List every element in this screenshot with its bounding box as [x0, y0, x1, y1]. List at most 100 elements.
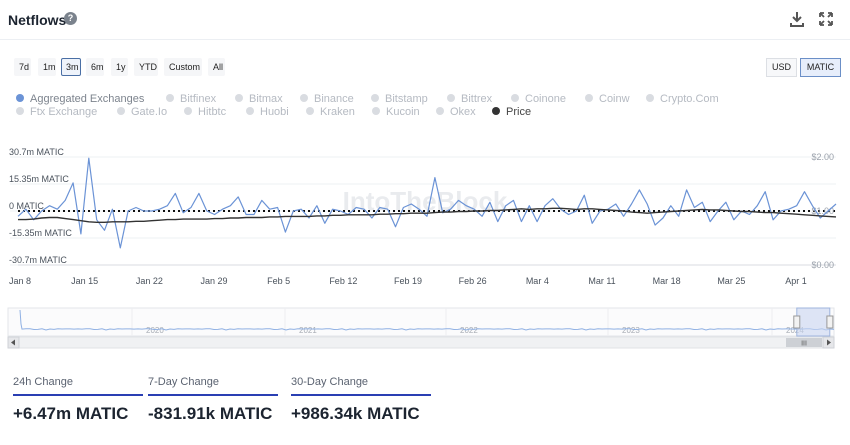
y-tick-left: 30.7m MATIC [9, 147, 64, 157]
legend-label: Bitstamp [385, 93, 428, 105]
range-navigator[interactable]: 2020 2021 2022 2023 2024 III [0, 300, 850, 350]
legend-label: Coinone [525, 93, 566, 105]
stat-24h-label: 24h Change [13, 376, 143, 396]
y-tick-right: $0.00 [811, 260, 834, 270]
y-tick-left: -15.35m MATIC [9, 228, 72, 238]
legend-dot-icon [585, 94, 593, 102]
legend-item-bitstamp[interactable]: Bitstamp [371, 93, 428, 105]
x-tick: Jan 8 [9, 276, 31, 286]
legend-label: Bitfinex [180, 93, 217, 105]
navigator-year-label: 2024 [786, 326, 804, 335]
legend-dot-icon [246, 107, 254, 115]
legend-label: Kraken [320, 106, 355, 118]
legend-item-coinw[interactable]: Coinw [585, 93, 630, 105]
legend-item-bitfinex[interactable]: Bitfinex [166, 93, 216, 105]
legend-item-gate-io[interactable]: Gate.Io [117, 106, 167, 118]
x-axis: Jan 8 Jan 15 Jan 22 Jan 29 Feb 5 Feb 12 Feb 19… [9, 276, 807, 286]
range-button-ytd[interactable]: YTD [134, 58, 158, 76]
range-button-6m[interactable]: 6m [86, 58, 104, 76]
legend-dot-icon [447, 94, 455, 102]
navigator-year-label: 2022 [460, 326, 478, 335]
stat-7d-label: 7-Day Change [148, 376, 278, 396]
legend-item-okex[interactable]: Okex [436, 106, 476, 118]
stat-24h: 24h Change +6.47m MATIC [13, 376, 143, 424]
y-tick-left: -30.7m MATIC [9, 255, 67, 265]
series-line-aggregated-exchanges[interactable] [17, 157, 837, 249]
navigator-year-label: 2023 [622, 326, 640, 335]
legend-item-ftx-exchange[interactable]: Ftx Exchange [16, 106, 97, 118]
legend-item-coinone[interactable]: Coinone [511, 93, 566, 105]
x-tick: Feb 5 [267, 276, 290, 286]
navigator-selection[interactable] [796, 307, 831, 337]
navigator-handle-left[interactable] [793, 315, 801, 329]
legend-label: Gate.Io [131, 106, 168, 118]
series-line-price[interactable] [18, 207, 837, 223]
y-axis-right: $2.00 $1.00 $0.00 [811, 152, 834, 270]
legend-label: Hitbtc [198, 106, 227, 118]
x-tick: Feb 26 [459, 276, 487, 286]
legend-dot-icon [372, 107, 380, 115]
stat-30d-value: +986.34k MATIC [291, 404, 420, 423]
legend-item-bittrex[interactable]: Bittrex [447, 93, 492, 105]
legend-dot-icon [436, 107, 444, 115]
legend-item-kucoin[interactable]: Kucoin [372, 106, 420, 118]
navigator-series-line [19, 309, 835, 331]
legend-label: Ftx Exchange [30, 106, 98, 118]
x-tick: Jan 15 [71, 276, 98, 286]
legend-label: Bittrex [461, 93, 493, 105]
legend-label: Crypto.Com [660, 93, 719, 105]
y-tick-right: $1.00 [811, 206, 834, 216]
range-button-all[interactable]: All [208, 58, 225, 76]
legend-dot-icon [235, 94, 243, 102]
legend-label: Huobi [260, 106, 289, 118]
x-tick: Feb 12 [329, 276, 357, 286]
legend-item-price[interactable]: Price [492, 106, 531, 118]
legend-item-bitmax[interactable]: Bitmax [235, 93, 283, 105]
navigator-scrollbar[interactable] [7, 336, 835, 349]
currency-matic-button[interactable]: MATIC [800, 58, 841, 77]
legend-dot-icon [646, 94, 654, 102]
expand-icon[interactable] [817, 10, 835, 28]
legend-dot-icon [16, 107, 24, 115]
legend-label: Aggregated Exchanges [30, 93, 145, 105]
stat-30d: 30-Day Change +986.34k MATIC [291, 376, 431, 424]
x-tick: Mar 4 [526, 276, 549, 286]
chart-header: Netflows ? [0, 0, 850, 40]
navigator-handle-right[interactable] [826, 315, 834, 329]
stat-7d: 7-Day Change -831.91k MATIC [148, 376, 278, 424]
chart-title: Netflows [8, 12, 67, 28]
range-button-7d[interactable]: 7d [14, 58, 31, 76]
navigator-year-label: 2021 [299, 326, 317, 335]
legend-label: Kucoin [386, 106, 420, 118]
legend-dot-icon [306, 107, 314, 115]
legend-item-hitbtc[interactable]: Hitbtc [184, 106, 226, 118]
y-tick-left: 15.35m MATIC [9, 174, 69, 184]
x-tick: Jan 22 [136, 276, 163, 286]
download-icon[interactable] [788, 10, 806, 28]
x-tick: Feb 19 [394, 276, 422, 286]
legend-dot-icon [166, 94, 174, 102]
range-button-1m[interactable]: 1m [38, 58, 56, 76]
range-button-1y[interactable]: 1y [111, 58, 128, 76]
range-button-custom[interactable]: Custom [164, 58, 202, 76]
legend-label: Bitmax [249, 93, 283, 105]
legend-dot-icon [371, 94, 379, 102]
legend-item-kraken[interactable]: Kraken [306, 106, 355, 118]
legend-item-crypto-com[interactable]: Crypto.Com [646, 93, 719, 105]
legend-label: Coinw [599, 93, 630, 105]
legend-item-binance[interactable]: Binance [300, 93, 354, 105]
navigator-years: 2020 2021 2022 2023 2024 [131, 308, 804, 336]
y-tick-left: 0 MATIC [9, 201, 44, 211]
legend-item-aggregated-exchanges[interactable]: Aggregated Exchanges [16, 93, 144, 105]
legend-dot-icon [16, 94, 24, 102]
legend-label: Binance [314, 93, 354, 105]
stat-30d-label: 30-Day Change [291, 376, 431, 396]
legend-dot-icon [492, 107, 500, 115]
scrollbar-thumb[interactable] [786, 338, 822, 347]
legend-item-huobi[interactable]: Huobi [246, 106, 289, 118]
range-button-3m[interactable]: 3m [61, 58, 81, 76]
question-circle-icon[interactable]: ? [64, 12, 77, 25]
chevron-right-icon [827, 339, 831, 346]
currency-usd-button[interactable]: USD [766, 58, 797, 77]
